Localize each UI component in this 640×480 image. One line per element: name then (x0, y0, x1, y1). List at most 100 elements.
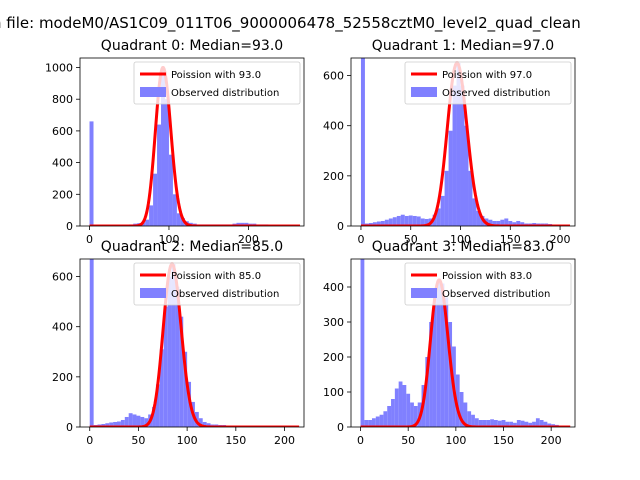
subplot-q0: 0 100 200 0 200 400 600 800 1000 Poission with 93… (45, 38, 305, 246)
histogram-bar (486, 420, 491, 427)
histogram-bar (179, 316, 184, 427)
histogram-bar (380, 220, 385, 226)
x-tick-label: 200 (550, 233, 571, 246)
histogram-bar (490, 419, 494, 427)
histogram-bar (482, 420, 487, 427)
histogram-bar (392, 217, 397, 226)
y-tick-label: 200 (52, 371, 73, 384)
legend-q1: Poission with 97.0 Observed distribution (404, 61, 572, 105)
x-tick-label: 200 (274, 434, 295, 447)
histogram-bar (459, 392, 464, 427)
histogram-bar (500, 219, 505, 226)
legend-label-observed: Observed distribution (442, 88, 550, 99)
histogram-bar (101, 423, 106, 427)
x-tick-label: 0 (86, 434, 93, 447)
histogram-bar (149, 205, 154, 226)
histogram-bar (398, 381, 403, 427)
histogram-bar (152, 406, 156, 427)
histogram-bar (388, 218, 393, 226)
histogram-bar (394, 388, 399, 427)
x-tick-label: 100 (177, 434, 198, 447)
histogram-bar (444, 170, 449, 226)
x-tick-label: 200 (541, 434, 562, 447)
histogram-bar (89, 259, 94, 427)
legend-box (404, 262, 572, 306)
histogram-bar (504, 218, 509, 226)
histogram-bar (509, 421, 514, 427)
poisson-curve (89, 262, 300, 427)
histogram-bar (136, 415, 141, 427)
histogram-bar (478, 420, 483, 427)
histogram-bar (440, 283, 445, 427)
legend-box (404, 61, 572, 105)
x-tick-label: 100 (450, 233, 471, 246)
histogram-bar (183, 351, 188, 427)
x-tick-label: 200 (238, 233, 259, 246)
histogram-bar (391, 399, 395, 427)
histogram-bar (436, 208, 441, 226)
x-tick-label: 50 (401, 434, 415, 447)
legend-bar-swatch (140, 87, 166, 97)
subplot-title: Quadrant 2: Median=85.0 (101, 239, 283, 255)
histogram-bar (109, 422, 114, 427)
histogram-bar (520, 222, 525, 226)
histogram-bar (117, 421, 121, 427)
histogram-bar (124, 416, 129, 427)
y-tick-label: 0 (66, 220, 73, 233)
histogram-bar (168, 154, 173, 226)
histogram-bar (539, 420, 544, 427)
y-tick-label: 800 (52, 93, 73, 106)
y-tick-label: 600 (323, 70, 344, 83)
histogram-bar (145, 219, 150, 226)
histogram-bar (547, 423, 552, 427)
histogram-bar (128, 413, 133, 427)
histogram-bar (452, 85, 457, 226)
histogram-bar (432, 297, 437, 427)
plot-area-q2 (89, 259, 300, 427)
histogram-bar (524, 421, 529, 427)
y-tick-label: 200 (323, 351, 344, 364)
histogram-bar (153, 173, 158, 226)
histogram-bar (176, 213, 181, 226)
histogram-bar (463, 402, 468, 427)
histogram-bar (171, 264, 176, 427)
subplot-title: Quadrant 0: Median=93.0 (101, 38, 283, 54)
legend-label-poisson: Poission with 85.0 (171, 271, 261, 282)
histogram-bar (163, 306, 168, 427)
legend-bar-swatch (140, 288, 166, 298)
legend-q3: Poission with 83.0 Observed distribution (404, 262, 572, 306)
figure-suptitle-area: n file: modeM0/AS1C09_011T06_9000006478_… (0, 0, 640, 40)
x-tick-label: 100 (445, 434, 466, 447)
histogram-bar (244, 222, 249, 226)
subplot-q1: 0 50 100 150 200 0 200 400 600 Poission with 97.0… (323, 38, 576, 246)
histogram-bar (425, 357, 430, 427)
subplot-q2: 0 50 100 150 200 0 200 400 600 Poission with 85.0… (52, 239, 305, 447)
histogram-bar (236, 222, 241, 226)
histogram-bar (372, 222, 377, 226)
histogram-bar (416, 216, 421, 226)
y-tick-label: 1000 (45, 62, 73, 75)
x-tick-label: 150 (500, 233, 521, 246)
histogram-bar (468, 170, 473, 226)
histogram-bar (113, 421, 118, 427)
histogram-bar (371, 418, 376, 427)
y-tick-label: 300 (323, 316, 344, 329)
x-tick-label: 50 (404, 233, 418, 246)
histogram-bar (501, 420, 506, 427)
histogram-bar (404, 215, 409, 226)
histogram-bar (105, 423, 110, 427)
poisson-curve (360, 61, 571, 226)
legend-label-observed: Observed distribution (442, 289, 550, 300)
histogram-bar (474, 418, 479, 427)
histogram-bar (455, 374, 460, 427)
histogram-bar (140, 416, 145, 427)
histogram-bar (157, 124, 162, 226)
histogram-bar (89, 121, 94, 226)
subplot-title: Quadrant 3: Median=83.0 (372, 239, 554, 255)
histogram-bar (161, 67, 165, 226)
histogram-bar (384, 219, 389, 226)
histogram-bar (432, 214, 437, 226)
legend-box (133, 262, 301, 306)
